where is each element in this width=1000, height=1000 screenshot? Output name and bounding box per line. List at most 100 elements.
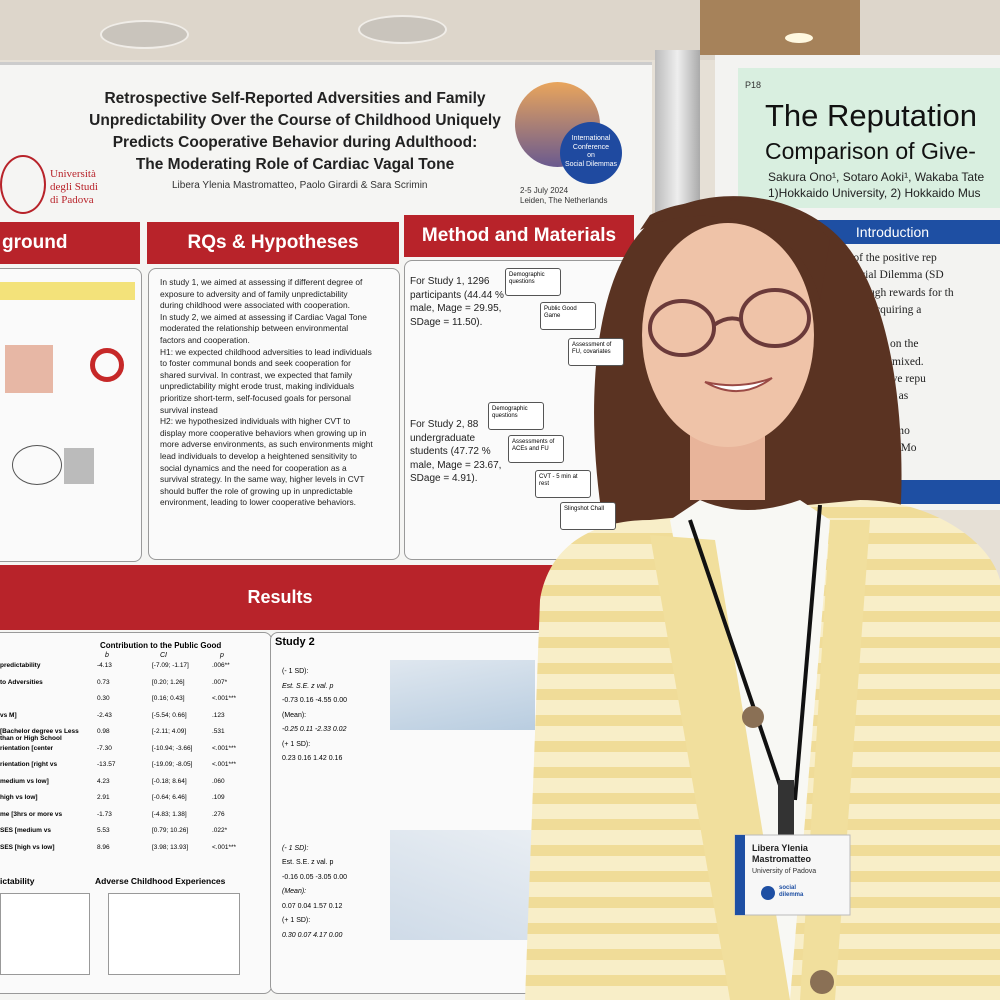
- badge-name: Libera Ylenia Mastromatteo: [752, 843, 811, 865]
- conference-line: on: [587, 152, 595, 159]
- stat-line: 0.23 0.16 1.42 0.16: [282, 755, 343, 762]
- university-line: Università: [50, 168, 96, 180]
- text-line: shared survival. In contrast, we expecte…: [160, 369, 353, 380]
- table-cell: [-0.18; 8.64]: [152, 777, 187, 785]
- table-cell: .007*: [212, 678, 228, 686]
- badge-logo-text: social dilemma: [779, 885, 803, 899]
- badge-stripe: [735, 835, 745, 915]
- conference-dates: 2-5 July 2024: [520, 186, 569, 195]
- stat-line: Est. S.E. z val. p: [282, 859, 334, 866]
- section-header: Method and Materials: [404, 215, 634, 257]
- table-cell: [-2.11; 4.09]: [152, 728, 187, 735]
- table-cell: .109: [212, 794, 225, 801]
- table-cell: 4.23: [97, 777, 110, 785]
- table-cell: <.001***: [212, 843, 237, 851]
- smile: [704, 377, 773, 393]
- section-header: Results: [0, 565, 560, 630]
- face: [642, 223, 814, 447]
- text-line: survival strategy. In the same way, high…: [160, 474, 365, 485]
- conference-line: Social Dilemmas: [564, 160, 618, 168]
- badge-name-line: Libera Ylenia: [752, 843, 808, 853]
- text-line: more adverse environments, as such envir…: [160, 439, 373, 450]
- method-box: Slingshot Chall: [560, 502, 616, 530]
- title-line: Predicts Cooperative Behavior during Adu…: [112, 134, 478, 151]
- table-header: b: [105, 652, 109, 659]
- name-badge: [734, 834, 851, 916]
- table-cell: SES [high vs low]: [0, 843, 55, 851]
- table-cell: -7.30: [97, 744, 112, 752]
- conference-line: International: [571, 135, 611, 142]
- badge-logo: [761, 886, 775, 900]
- table-cell: high vs low]: [0, 794, 38, 801]
- text-line: display more cooperative behaviors when …: [160, 427, 367, 438]
- vent: [358, 15, 447, 44]
- stat-line: (Mean):: [282, 711, 307, 719]
- stat-line: (- 1 SD):: [282, 668, 309, 675]
- conference-place: Leiden, The Netherlands: [520, 196, 608, 205]
- text-line: SDage = 4.91).: [410, 473, 478, 484]
- method-box: Demographic questions: [505, 268, 561, 296]
- table-cell: .022*: [212, 827, 228, 834]
- wood-panel: [700, 0, 860, 55]
- university-line: degli Studi: [50, 181, 98, 193]
- button: [810, 970, 834, 994]
- poster-bar: [900, 480, 1000, 504]
- stat-line: -0.73 0.16 -4.55 0.00: [282, 697, 347, 704]
- text-line: lead individuals to develop a heightened…: [160, 450, 357, 461]
- diagram-box: [64, 448, 94, 484]
- logo-line: dilemma: [779, 892, 804, 898]
- rqs-text: In study 1, we aimed at assessing if dif…: [160, 277, 373, 509]
- table-cell: 0.73: [97, 678, 110, 686]
- poster-title: The Reputation: [765, 98, 977, 133]
- table-cell: [-4.83; 1.38]: [152, 810, 187, 818]
- badge-name-line: Mastromatteo: [752, 854, 812, 864]
- text-line: undergraduate: [410, 432, 476, 444]
- study2-title: Study 2: [275, 636, 315, 648]
- plot-title: ictability: [0, 876, 35, 886]
- table-cell: medium vs low]: [0, 777, 49, 785]
- poster-affiliation: 1)Hokkaido University, 2) Hokkaido Mus: [768, 186, 981, 200]
- poster-title: Comparison of Give-: [765, 138, 976, 164]
- method-box: CVT - 5 min at rest: [535, 470, 591, 498]
- badge-affiliation: University of Padova: [752, 868, 817, 875]
- conference-badge: [560, 122, 622, 184]
- table-cell: [-0.64; 6.46]: [152, 794, 187, 801]
- method-box: Assessment of FU, covariates: [568, 338, 624, 366]
- table-cell: 2.91: [97, 794, 110, 801]
- text-line: to foster communal bonds and seek cooper…: [160, 358, 351, 369]
- text-line: male, Mage = 23.67,: [410, 459, 502, 471]
- table-cell: [-5.54; 0.66]: [152, 711, 187, 719]
- table-cell: -2.43: [97, 711, 112, 719]
- table-cell: [-10.94; -3.66]: [152, 744, 193, 752]
- table-caption: Contribution to the Public Good: [100, 641, 222, 650]
- table-cell: -4.13: [97, 662, 112, 669]
- table-cell: me [3hrs or more vs: [0, 810, 63, 818]
- title-line: Unpredictability Over the Course of Chil…: [89, 112, 501, 129]
- panel: [0, 268, 142, 562]
- stat-line: 0.30 0.07 4.17 0.00: [282, 931, 343, 939]
- text-line: moderated the relationship between envir…: [160, 323, 349, 334]
- university-seal: [0, 155, 46, 214]
- table-cell: [0.16; 0.43]: [152, 695, 185, 702]
- text-line: unpredictability might erode trust, maki…: [160, 381, 355, 392]
- table-cell: rientation [right vs: [0, 761, 58, 768]
- stat-line: (Mean):: [282, 888, 307, 895]
- plot: [0, 893, 90, 975]
- table-cell: SES [medium vs: [0, 827, 51, 834]
- method-box: Assessments of ACEs and FU: [508, 435, 564, 463]
- lanyard-clip: [778, 780, 794, 835]
- stat-line: 0.07 0.04 1.57 0.12: [282, 902, 343, 910]
- table-cell: [Bachelor degree vs Less than or High Sc…: [0, 728, 79, 742]
- hair-fringe: [640, 200, 830, 300]
- table-cell: 0.98: [97, 728, 110, 735]
- plot-title: Adverse Childhood Experiences: [95, 876, 226, 886]
- table-cell: [0.20; 1.26]: [152, 678, 185, 686]
- text-line: For Study 2, 88: [410, 419, 479, 430]
- plot: [390, 660, 535, 730]
- text-line: H2: we hypothesized individuals with hig…: [160, 416, 351, 427]
- table-cell: <.001***: [212, 761, 237, 768]
- right-title-area: [738, 68, 1000, 208]
- panel: [148, 268, 400, 560]
- poster-authors: Sakura Ono¹, Sotaro Aoki¹, Wakaba Tate: [768, 170, 985, 184]
